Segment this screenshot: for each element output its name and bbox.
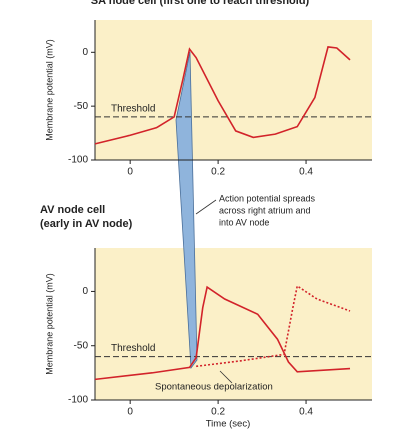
y-tick-label: -100: [68, 395, 88, 406]
panel-title: AV node cell: [40, 204, 105, 216]
x-axis-label: Time (sec): [206, 419, 251, 430]
y-tick-label: -50: [74, 101, 89, 112]
y-tick-label: -50: [74, 340, 89, 351]
y-tick-label: 0: [82, 47, 88, 58]
y-axis-label: Membrane potential (mV): [44, 39, 54, 141]
threshold-label: Threshold: [111, 104, 155, 115]
voltage-curve: [196, 284, 351, 368]
x-tick-label: 0.4: [299, 407, 313, 418]
y-axis-label: Membrane potential (mV): [44, 273, 54, 375]
annotation: into AV node: [219, 217, 269, 227]
x-tick-label: 0: [127, 167, 133, 178]
leader-line: [219, 370, 233, 384]
voltage-curve: [94, 46, 351, 145]
annotation: Spontaneous depolarization: [155, 382, 273, 393]
annotation: Action potential spreads: [219, 193, 316, 203]
chart-title: SA node cell (first one to reach thresho…: [91, 0, 310, 7]
plot-background: [95, 20, 372, 160]
annotation: across right atrium and: [219, 205, 311, 215]
plot-background: [95, 248, 372, 400]
voltage-curve: [94, 285, 351, 381]
panel-title: (early in AV node): [40, 218, 133, 230]
y-tick-label: 0: [82, 286, 88, 297]
threshold-label: Threshold: [111, 343, 155, 354]
leader-line: [195, 199, 217, 215]
x-tick-label: 0: [127, 407, 133, 418]
x-tick-label: 0.2: [211, 167, 225, 178]
conduction-band: [175, 51, 198, 370]
x-tick-label: 0.4: [299, 167, 313, 178]
x-tick-label: 0.2: [211, 407, 225, 418]
y-tick-label: -100: [68, 155, 88, 166]
